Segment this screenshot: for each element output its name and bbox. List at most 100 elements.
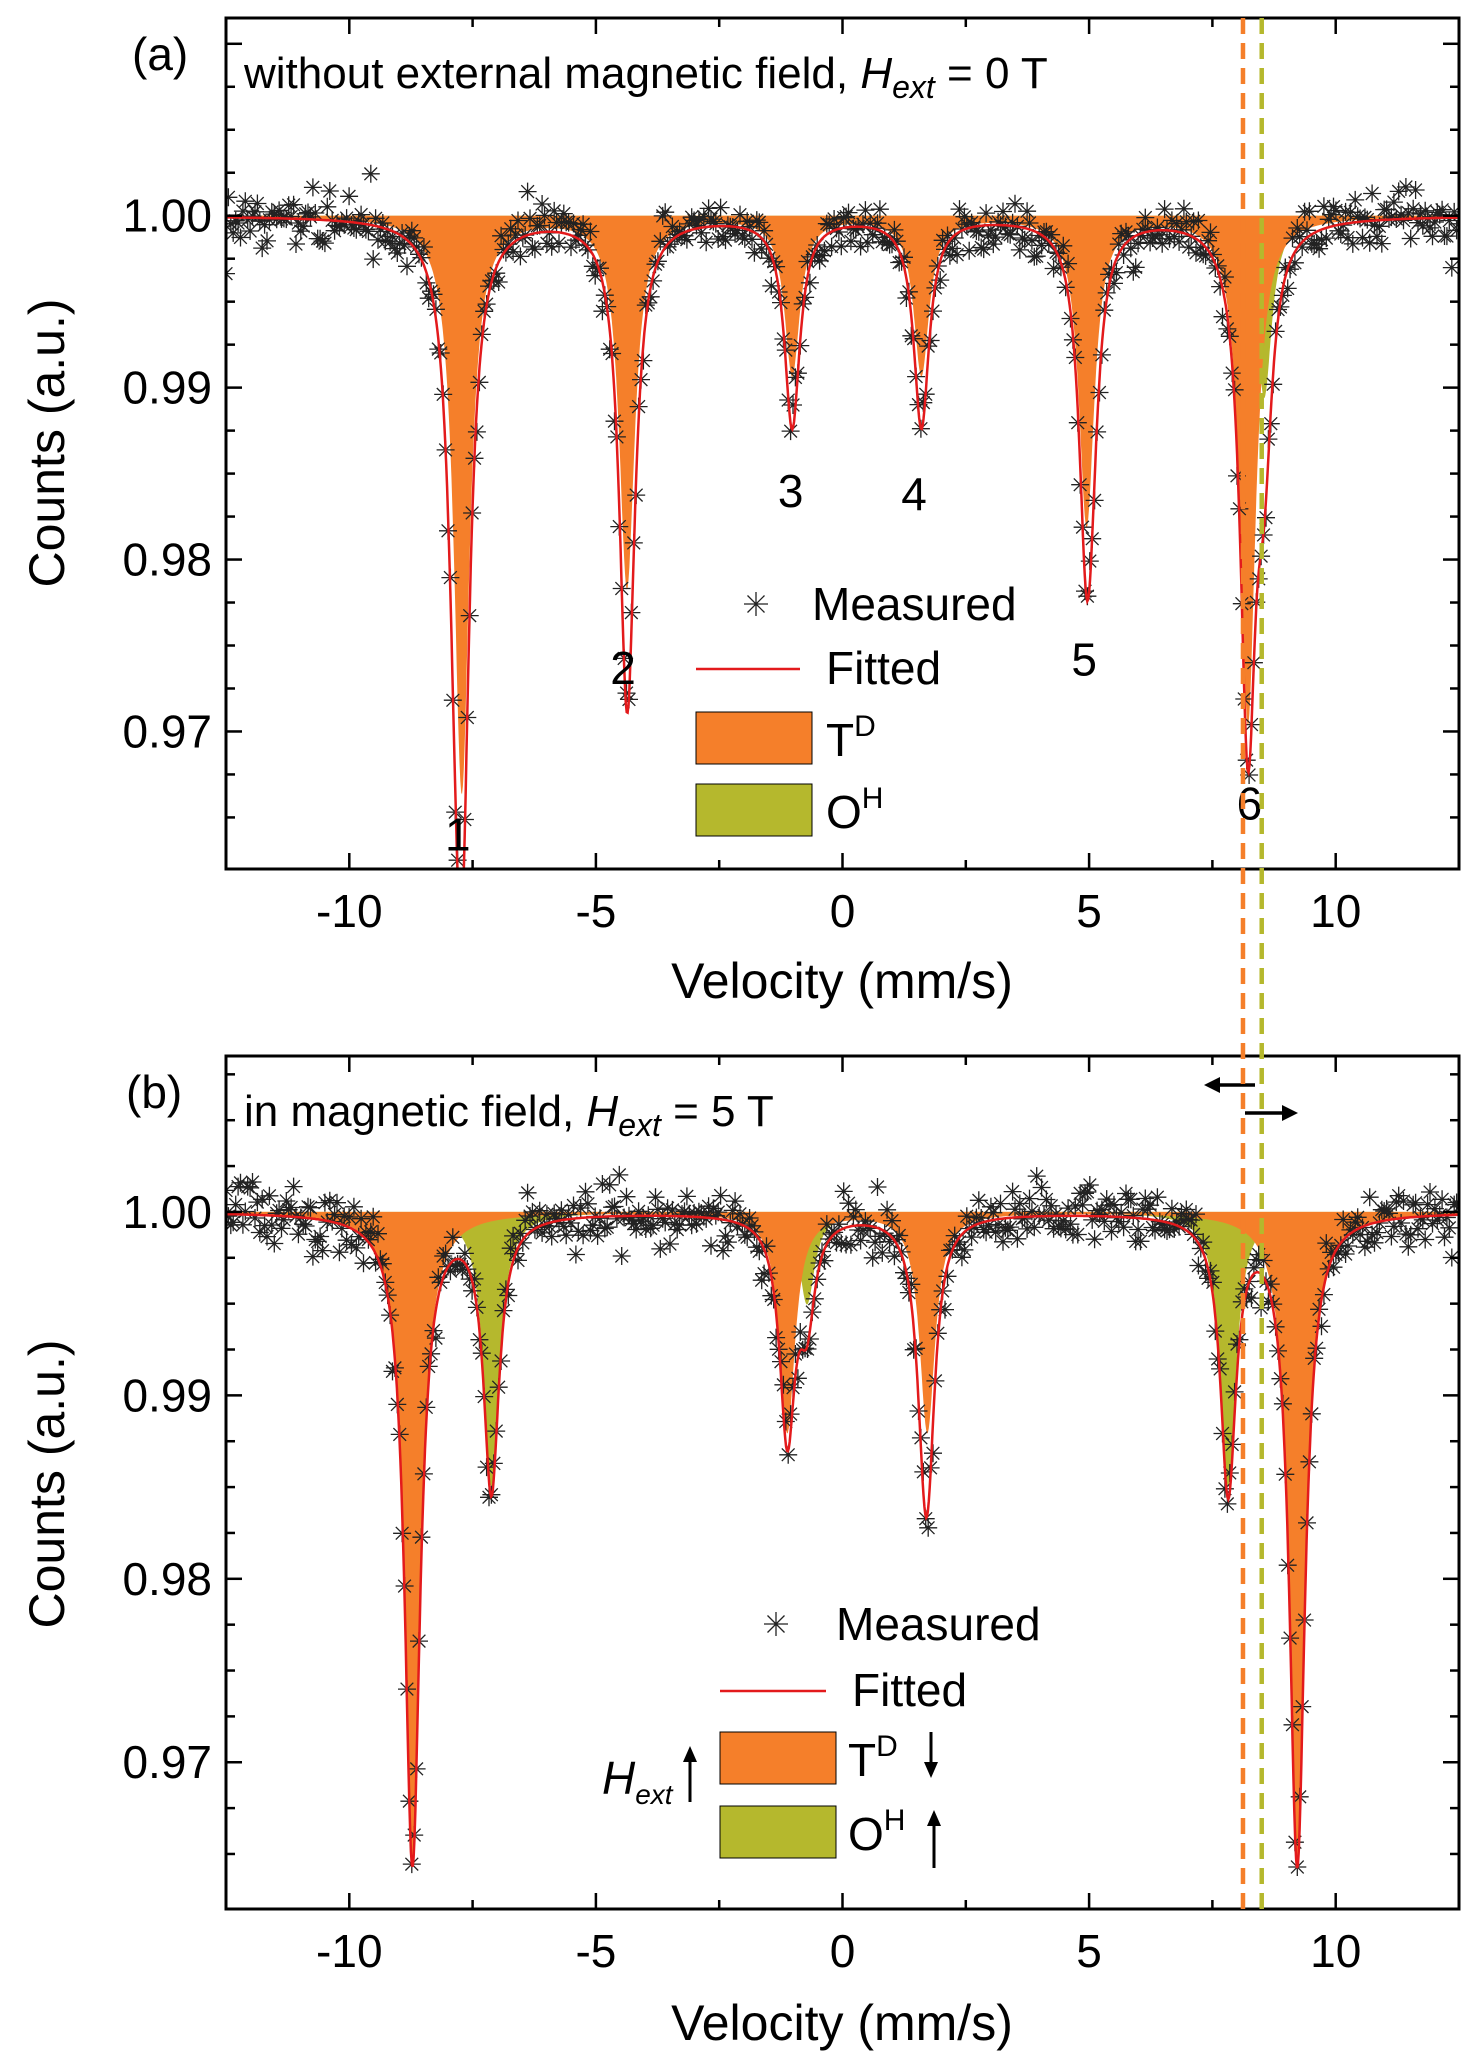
measured-point (868, 1178, 887, 1196)
measured-point (1242, 1289, 1261, 1308)
measured-point (834, 1182, 853, 1201)
measured-point (542, 1227, 561, 1246)
measured-point (1428, 1211, 1447, 1230)
measured-point (689, 210, 708, 229)
measured-point (887, 232, 906, 251)
measured-point (1020, 214, 1039, 232)
measured-point (1389, 182, 1408, 201)
measured-point (759, 1264, 778, 1283)
measured-point (1247, 1250, 1266, 1269)
measured-point (634, 1208, 653, 1227)
measured-point (1334, 1210, 1353, 1229)
measured-point (965, 1218, 983, 1237)
measured-point (648, 1200, 667, 1219)
measured-point (270, 1201, 289, 1220)
measured-point (856, 1212, 875, 1231)
measured-point (535, 206, 554, 225)
measured-point (1025, 1218, 1044, 1237)
measured-point (1293, 238, 1312, 257)
measured-point (1401, 229, 1420, 248)
measured-point (424, 285, 443, 304)
measured-point (277, 1192, 296, 1210)
measured-point (545, 1204, 564, 1223)
measured-point (366, 209, 385, 228)
measured-point (885, 220, 904, 239)
panel-b-fitted-line (226, 1212, 1459, 1869)
panel-b-title-symbol: H (586, 1087, 618, 1136)
measured-point (533, 195, 552, 213)
legend-oh-label: OH (826, 782, 883, 838)
panel-b-title-text: in magnetic field, (244, 1087, 586, 1136)
measured-point (612, 1247, 631, 1265)
measured-point (603, 1198, 622, 1217)
measured-point (1298, 221, 1316, 240)
measured-point (1423, 1214, 1442, 1233)
measured-point (499, 235, 518, 254)
panel-b-title: in magnetic field, Hext = 5 T (244, 1087, 774, 1143)
measured-point (1037, 1190, 1056, 1209)
measured-point (1010, 1194, 1029, 1213)
measured-point (844, 219, 863, 238)
measured-point (1032, 1178, 1051, 1197)
measured-point (825, 1223, 844, 1242)
measured-point (354, 1254, 373, 1273)
measured-point (371, 1250, 390, 1269)
measured-point (1102, 259, 1121, 278)
legend-measured-marker (744, 592, 768, 616)
measured-point (1083, 1210, 1102, 1229)
measured-point (586, 266, 605, 285)
measured-point (728, 1217, 747, 1236)
measured-point (243, 207, 262, 226)
measured-point (863, 1248, 882, 1267)
measured-point (890, 1226, 909, 1245)
legend-td-label: TD (848, 1730, 898, 1786)
measured-point (598, 1218, 617, 1237)
measured-point (1148, 1188, 1167, 1207)
measured-point (554, 1217, 573, 1236)
measured-point (342, 1235, 361, 1254)
measured-point (364, 250, 383, 269)
measured-point (839, 203, 858, 222)
measured-point (610, 1165, 629, 1184)
measured-point (1001, 1218, 1020, 1237)
measured-point (750, 213, 769, 232)
measured-point (791, 1323, 810, 1341)
measured-point (634, 351, 653, 370)
measured-point (1018, 1219, 1037, 1238)
measured-point (706, 1206, 725, 1225)
measured-point (451, 895, 469, 913)
measured-point (1027, 247, 1046, 266)
panel-b-y-axis-label: Counts (a.u.) (19, 1339, 75, 1628)
measured-point (1218, 1494, 1237, 1513)
measured-point (1244, 1258, 1263, 1277)
shift-arrow-right-head-icon (1282, 1105, 1298, 1121)
measured-point (952, 1248, 971, 1267)
measured-point (632, 1212, 650, 1231)
measured-point (369, 1224, 387, 1243)
legend-measured-label: Measured (812, 578, 1017, 630)
measured-point (369, 230, 387, 249)
panel-a-x-axis-label: Velocity (mm/s) (671, 953, 1013, 1009)
measured-point (417, 273, 436, 292)
legend-oh-swatch (695, 783, 813, 837)
measured-point (1300, 202, 1319, 221)
measured-point (1114, 246, 1133, 264)
measured-point (1394, 211, 1413, 230)
measured-point (1131, 1232, 1150, 1251)
measured-point (1141, 233, 1160, 252)
measured-point (511, 1224, 530, 1243)
measured-point (1351, 1225, 1370, 1244)
measured-point (465, 1269, 484, 1288)
measured-point (1109, 235, 1128, 254)
measured-point (451, 1255, 470, 1274)
measured-point (1199, 231, 1218, 250)
panel-b-ticks (224, 1056, 1461, 1909)
measured-point (1365, 216, 1384, 235)
measured-point (1363, 184, 1382, 203)
measured-point (504, 242, 523, 261)
measured-point (846, 1200, 865, 1219)
measured-point (646, 1188, 665, 1207)
measured-point (841, 232, 860, 251)
measured-point (979, 1216, 998, 1235)
measured-point (352, 205, 371, 224)
